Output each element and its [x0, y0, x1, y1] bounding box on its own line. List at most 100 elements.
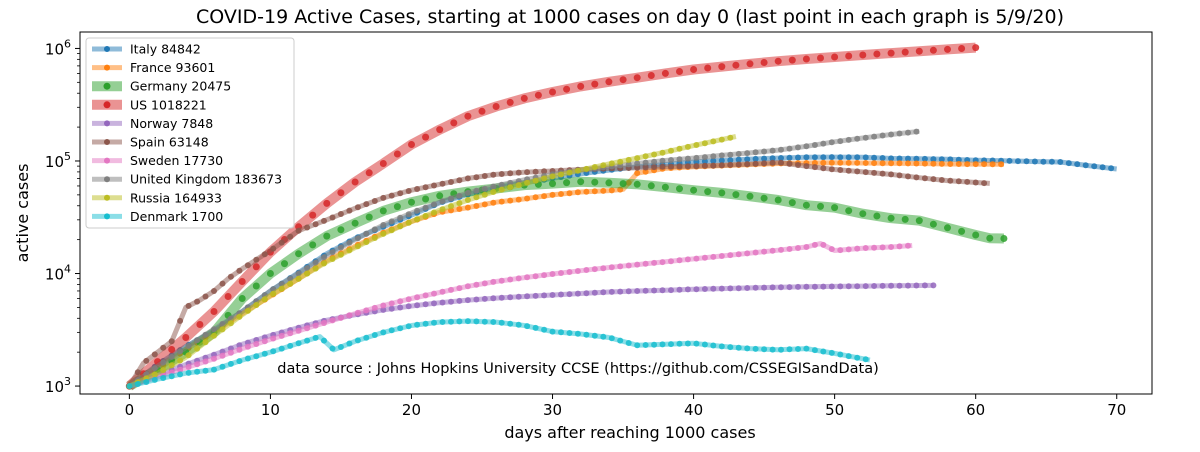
series-point — [617, 288, 624, 295]
series-point — [490, 189, 497, 195]
series-point — [693, 142, 700, 148]
series-point — [177, 371, 184, 378]
series-point — [701, 140, 708, 147]
series-point — [879, 132, 886, 139]
series-point — [354, 243, 361, 250]
series-point — [405, 211, 412, 218]
series-point — [633, 180, 641, 188]
series-point — [532, 324, 539, 331]
series-point — [168, 353, 175, 360]
series-point — [676, 68, 683, 75]
series-point — [524, 169, 531, 176]
series-point — [820, 140, 827, 147]
series-point — [676, 156, 683, 163]
series-point — [727, 151, 734, 158]
series-point — [490, 171, 497, 178]
legend-entry: United Kingdom 183673 — [92, 172, 282, 187]
series-point — [278, 345, 285, 352]
series-point — [202, 358, 209, 365]
series-point — [583, 290, 590, 297]
series-point — [287, 280, 294, 287]
series-point — [498, 277, 505, 284]
series-point — [481, 191, 488, 198]
series-point — [659, 259, 666, 266]
series-point — [744, 156, 751, 163]
series-point — [786, 346, 793, 353]
series-point — [431, 319, 437, 326]
series-point — [693, 163, 700, 170]
series-point — [1074, 161, 1081, 168]
series-point — [388, 192, 395, 199]
series-point — [227, 360, 234, 367]
series-point — [786, 154, 793, 161]
series-point — [253, 302, 260, 308]
series-point — [735, 285, 742, 292]
series-point — [701, 286, 708, 292]
series-point — [642, 287, 649, 294]
series-point — [831, 53, 839, 61]
series-point — [210, 308, 218, 315]
series-point — [617, 158, 624, 165]
series-point — [684, 340, 691, 347]
series-point — [177, 366, 184, 373]
series-point — [871, 154, 878, 161]
series-point — [930, 156, 937, 163]
series-point — [448, 286, 454, 293]
series-point — [520, 94, 528, 102]
series-point — [929, 220, 937, 228]
series-point — [481, 295, 488, 302]
series-point — [329, 249, 336, 256]
series-point — [859, 51, 867, 59]
series-point — [134, 369, 141, 376]
series-point — [219, 363, 226, 370]
series-point — [803, 283, 810, 290]
series-point — [972, 161, 979, 168]
series-point — [431, 300, 437, 307]
series-point — [845, 167, 852, 174]
series-point — [177, 357, 184, 364]
series-point — [577, 82, 585, 90]
series-point — [718, 189, 726, 197]
series-point — [744, 250, 751, 257]
series-point — [577, 178, 585, 186]
series-point — [845, 154, 852, 161]
series-point — [735, 161, 742, 168]
series-point — [727, 134, 734, 141]
series-point — [887, 214, 895, 222]
series-point — [534, 91, 542, 99]
series-point — [752, 345, 759, 352]
series-point — [710, 138, 717, 145]
ticks-layer: 0 10 20 30 40 50 60 70 103 104 105 106 — [45, 37, 1126, 419]
series-point — [947, 156, 954, 163]
series-point — [862, 283, 869, 290]
series-point — [287, 233, 294, 240]
legend-marker — [104, 64, 110, 71]
series-point — [964, 161, 971, 168]
series-point — [661, 183, 669, 191]
series-point — [532, 177, 539, 184]
series-point — [905, 155, 911, 162]
series-point — [668, 258, 674, 265]
series-point — [828, 159, 835, 166]
series-point — [490, 183, 497, 190]
series-point — [873, 50, 881, 58]
legend-entry: Spain 63148 — [92, 135, 209, 150]
series-point — [168, 338, 175, 345]
series-point — [1082, 162, 1089, 169]
legend-entry: Norway 7848 — [92, 116, 213, 131]
series-point — [532, 292, 539, 299]
series-point — [625, 288, 632, 295]
series-point — [448, 195, 454, 202]
series-point — [414, 302, 421, 309]
series-point — [820, 165, 827, 172]
series-point — [541, 193, 548, 200]
series-point — [981, 180, 988, 187]
series-point — [811, 283, 818, 290]
legend-marker — [104, 194, 110, 201]
series-point — [744, 150, 751, 157]
series-point — [647, 182, 655, 190]
series-point — [549, 191, 556, 198]
series-point — [727, 161, 734, 168]
series-point — [295, 250, 303, 258]
series-point — [566, 330, 573, 336]
